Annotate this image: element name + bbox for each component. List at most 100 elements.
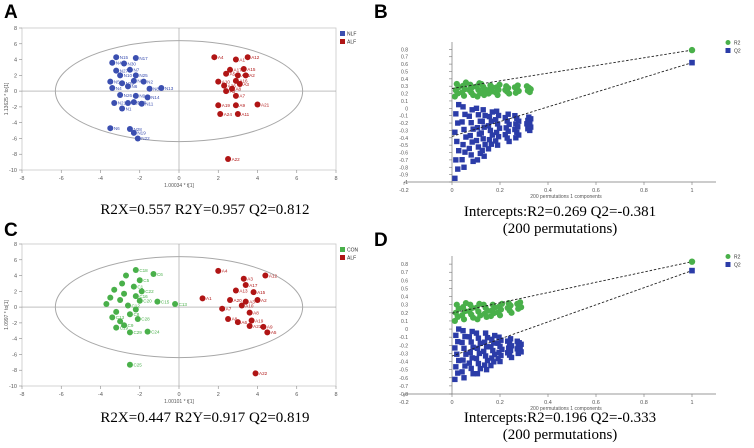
x-tick-label: 8 (334, 392, 337, 398)
y-tick-label: 0.2 (401, 311, 408, 317)
x-tick-label: 0 (177, 176, 180, 182)
data-point-alf (242, 72, 249, 79)
legend-label-q2: Q2 (734, 263, 741, 269)
data-point-con (123, 272, 130, 279)
data-point-con (136, 277, 143, 284)
data-point-con (172, 300, 179, 307)
q2-permutation-point (485, 146, 492, 152)
q2-permutation-point (475, 112, 482, 118)
q2-permutation-point (473, 355, 480, 362)
q2-permutation-point (455, 338, 461, 345)
point-label: A21 (253, 324, 262, 329)
r2-permutation-point (517, 299, 524, 306)
x-tick-label: 0.4 (544, 188, 552, 194)
y-tick-label: 0.1 (401, 99, 408, 105)
r2-permutation-point (467, 81, 474, 88)
q2-permutation-point (516, 132, 522, 138)
q2-permutation-point (498, 337, 504, 343)
y-tick-label: 0 (14, 89, 17, 95)
legend-label-q2: Q2 (734, 49, 741, 55)
data-point-alf (240, 275, 247, 282)
permutation-plot-d: -0.2 0 0.2 0.4 0.6 0.8 1 -0.8 -0.7 -0.6 -0.5 -0.4 -0… (399, 254, 741, 412)
y-tick-label: -0.1 (399, 335, 408, 341)
x-tick-label: -6 (59, 176, 64, 182)
data-point-nlf (130, 129, 137, 136)
q2-permutation-point (503, 125, 509, 131)
point-label: A5 (230, 72, 236, 77)
q2-permutation-point (456, 326, 462, 332)
intercept-line-r2 (451, 49, 693, 89)
q2-permutation-point (462, 149, 468, 155)
point-label: N21 (118, 101, 127, 106)
q2-permutation-point (477, 365, 484, 372)
q2-permutation-point (466, 360, 472, 366)
q2-permutation-point (466, 113, 472, 119)
panel-letter-b: B (374, 2, 388, 23)
caption-d-line-1: Intercepts:R2=0.196 Q2=-0.333 (463, 410, 657, 426)
q2-permutation-point (514, 338, 520, 344)
legend-label-con: CON (347, 248, 359, 254)
legend-swatch-con (340, 247, 345, 252)
q2-permutation-point (482, 112, 488, 119)
y-tick-label: -2 (12, 105, 17, 111)
q2-original-point (689, 267, 695, 274)
point-label: C19 (120, 325, 129, 330)
x-tick-label: 0.8 (640, 188, 648, 194)
q2-permutation-point (462, 111, 468, 118)
q2-permutation-point (488, 362, 494, 369)
data-point-alf (211, 54, 218, 61)
q2-permutation-point (475, 144, 482, 150)
q2-permutation-point (467, 349, 473, 356)
q2-permutation-point (480, 348, 487, 355)
data-point-nlf (107, 125, 114, 132)
q2-permutation-point (463, 351, 469, 357)
q2-permutation-point (473, 137, 480, 144)
data-point-alf (250, 289, 257, 296)
y-tick-label: -8 (12, 368, 17, 374)
q2-permutation-point (480, 136, 486, 142)
point-label: A2 (261, 298, 267, 303)
point-label: C6 (157, 272, 163, 277)
y-axis-label: 1.13625 * to[1] (4, 82, 10, 115)
data-point-con (121, 322, 128, 329)
x-tick-label: -2 (137, 392, 142, 398)
data-point-con (111, 286, 118, 293)
q2-permutation-point (506, 138, 512, 145)
point-label: N4 (116, 61, 122, 66)
data-point-alf (262, 272, 269, 279)
data-point-nlf (121, 60, 128, 67)
y-tick-label: 4 (14, 58, 17, 64)
q2-permutation-point (470, 126, 476, 132)
point-label: N11 (145, 102, 154, 107)
q2-permutation-point (456, 147, 462, 154)
q2-permutation-point (468, 365, 474, 372)
q2-permutation-point (494, 142, 501, 148)
point-label: C13 (116, 315, 125, 320)
point-label: C15 (161, 299, 170, 304)
q2-permutation-point (461, 345, 467, 352)
q2-permutation-point (463, 134, 469, 140)
point-label: A3 (243, 82, 249, 87)
legend-label-r2: R2 (734, 41, 741, 47)
q2-permutation-point (481, 153, 487, 159)
q2-permutation-point (496, 334, 502, 340)
data-point-con (109, 314, 116, 321)
y-tick-label: 0 (14, 305, 17, 311)
data-point-alf (236, 81, 243, 88)
data-point-con (132, 293, 139, 300)
x-axis-label: 1.00101 * t[1] (164, 399, 194, 405)
q2-permutation-point (497, 343, 503, 350)
y-tick-label: -0.2 (399, 121, 408, 127)
legend-swatch-q2 (725, 48, 731, 53)
y-axis-label: 1.0997 * to[1] (4, 300, 10, 330)
data-point-alf (219, 305, 226, 312)
x-tick-label: 6 (295, 176, 298, 182)
point-label: A15 (247, 67, 256, 72)
hotelling-ellipse (54, 40, 304, 143)
q2-permutation-point (454, 138, 460, 145)
y-tick-label: 0.3 (401, 303, 408, 309)
data-point-alf (225, 315, 232, 322)
data-point-alf (248, 317, 255, 324)
q2-permutation-point (461, 126, 467, 133)
q2-permutation-point (482, 330, 489, 336)
